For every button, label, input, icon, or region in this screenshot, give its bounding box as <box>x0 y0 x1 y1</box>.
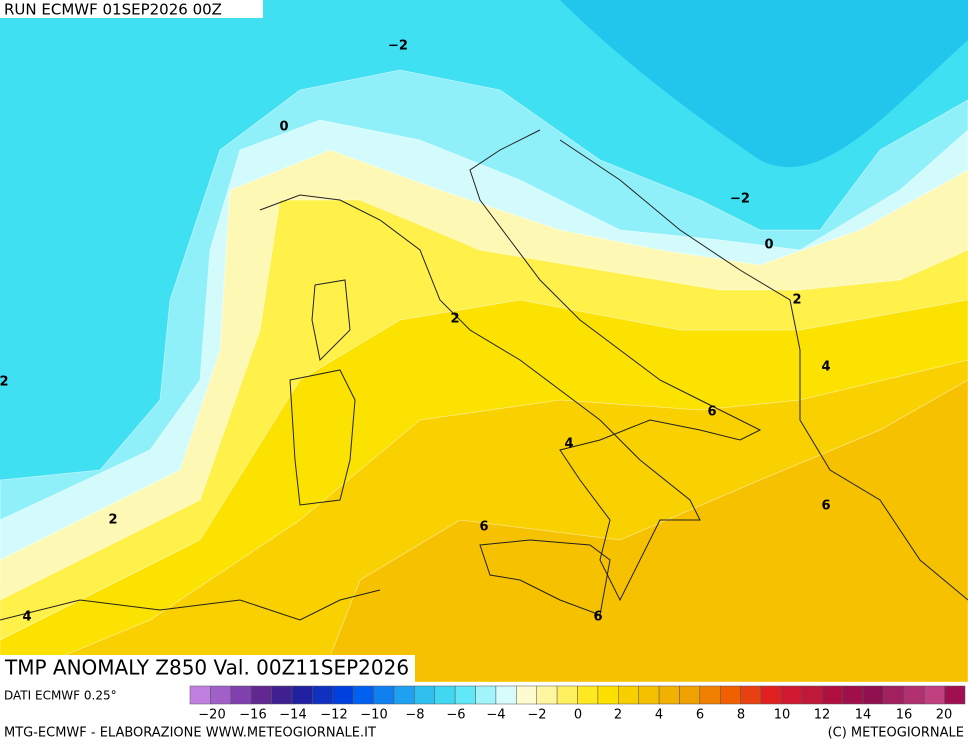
colorbar-swatch <box>720 685 741 705</box>
coastlines <box>0 129 968 621</box>
colorbar-swatch <box>923 685 945 705</box>
colorbar: −20 −16 −14 −12 −10 −8 −6 −4 −2 0 2 4 6 8 10 12 14 16 20 <box>189 685 966 723</box>
contour-label: 2 <box>792 293 801 308</box>
contour-label: 6 <box>707 405 716 420</box>
sardinia <box>289 369 356 506</box>
contour-label: 6 <box>479 520 488 535</box>
colorbar-swatch <box>597 685 619 705</box>
colorbar-label: −14 <box>279 708 306 723</box>
colorbar-swatch <box>903 685 925 705</box>
colorbar-swatch <box>352 685 374 705</box>
colorbar-swatch <box>230 685 252 705</box>
colorbar-label: 0 <box>574 708 582 723</box>
colorbar-label: 6 <box>696 708 704 723</box>
colorbar-label: −16 <box>239 708 266 723</box>
colorbar-label: −2 <box>527 708 546 723</box>
colorbar-swatch <box>679 685 701 705</box>
credit-right: (C) METEOGIORNALE <box>828 726 964 741</box>
contour-label: 0 <box>764 238 773 253</box>
colorbar-swatch <box>516 685 537 705</box>
colorbar-label: 16 <box>896 708 913 723</box>
colorbar-swatch <box>250 685 272 705</box>
contour-label: 6 <box>821 499 830 514</box>
sicily <box>479 539 611 616</box>
band <box>560 0 968 168</box>
colorbar-swatch <box>393 685 415 705</box>
corsica <box>311 279 351 362</box>
title-box <box>0 655 415 683</box>
colorbar-swatch <box>821 685 843 705</box>
contour-labels: −2 0 −2 0 2 2 4 2 6 4 6 2 6 6 4 <box>0 39 831 625</box>
colorbar-label: 4 <box>655 708 663 723</box>
colorbar-swatch <box>210 685 232 705</box>
colorbar-swatch <box>699 685 721 705</box>
credit-left: MTG-ECMWF - ELABORAZIONE WWW.METEOGIORNA… <box>4 726 376 741</box>
colorbar-label: 12 <box>814 708 831 723</box>
contour-label: 4 <box>564 437 573 452</box>
colorbar-label: −4 <box>486 708 505 723</box>
contour-label: 4 <box>821 360 830 375</box>
contour-label: 2 <box>450 312 459 327</box>
colorbar-swatch <box>373 685 395 705</box>
colorbar-swatch <box>189 685 211 705</box>
colorbar-swatch <box>760 685 782 705</box>
map-title: TMP ANOMALY Z850 Val. 00Z11SEP2026 <box>4 656 409 680</box>
colorbar-label: 8 <box>737 708 745 723</box>
colorbar-label: 14 <box>855 708 872 723</box>
colorbar-label: 10 <box>774 708 791 723</box>
source-label: DATI ECMWF 0.25° <box>4 689 117 703</box>
colorbar-swatch <box>801 685 823 705</box>
colorbar-swatch <box>862 685 884 705</box>
colorbar-label: 20 <box>936 708 953 723</box>
contour-label: 6 <box>593 610 602 625</box>
colorbar-label: −20 <box>198 708 225 723</box>
africa-coast <box>0 589 381 621</box>
colorbar-swatch <box>740 685 762 705</box>
temperature-field <box>0 0 968 683</box>
colorbar-swatch <box>495 685 517 705</box>
colorbar-swatch <box>312 685 334 705</box>
italy-coast <box>259 129 762 602</box>
contour-label: −2 <box>388 39 408 54</box>
balkan-coast <box>559 139 968 601</box>
colorbar-label: −12 <box>320 708 347 723</box>
contour-label: −2 <box>730 192 750 207</box>
colorbar-label: −10 <box>360 708 387 723</box>
colorbar-swatch <box>556 685 578 705</box>
contour-label: 4 <box>22 610 31 625</box>
colorbar-swatch <box>536 685 558 705</box>
contour-label: 2 <box>0 375 9 390</box>
colorbar-swatch <box>781 685 803 705</box>
colorbar-swatch <box>842 685 864 705</box>
colorbar-swatch <box>271 685 293 705</box>
contour-label: 2 <box>108 513 117 528</box>
colorbar-swatch <box>577 685 599 705</box>
header-box <box>0 0 263 18</box>
colorbar-swatch <box>454 685 476 705</box>
contour-label: 0 <box>279 120 288 135</box>
colorbar-swatch <box>332 685 354 705</box>
colorbar-swatch <box>291 685 313 705</box>
colorbar-swatch <box>944 685 966 705</box>
band <box>319 379 968 683</box>
colorbar-label: −6 <box>446 708 465 723</box>
colorbar-swatch <box>475 685 497 705</box>
colorbar-label: 2 <box>614 708 622 723</box>
colorbar-swatch <box>658 685 680 705</box>
colorbar-swatch <box>638 685 660 705</box>
colorbar-swatch <box>434 685 456 705</box>
colorbar-label: −8 <box>405 708 424 723</box>
colorbar-swatch <box>883 685 905 705</box>
colorbar-swatch <box>414 685 435 705</box>
run-label: RUN ECMWF 01SEP2026 00Z <box>4 1 222 19</box>
colorbar-swatch <box>618 685 639 705</box>
